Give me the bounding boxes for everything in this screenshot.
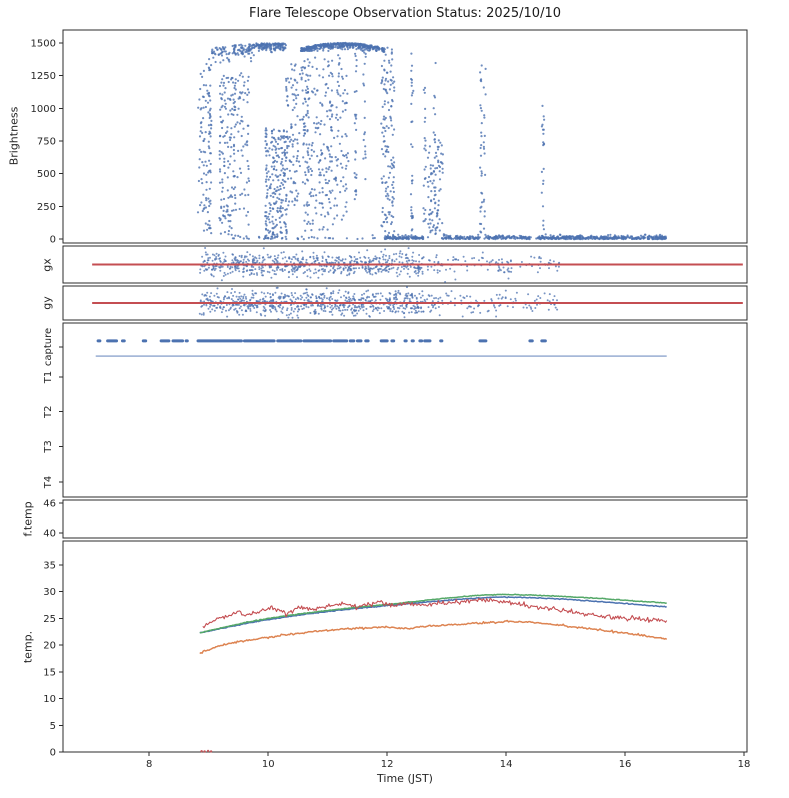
y-tick-label: 1000 (31, 104, 56, 115)
temp-orange-line (199, 619, 668, 655)
temp-red-line (202, 597, 668, 629)
temp-blue-line (199, 596, 667, 634)
panel-brightness: 0 250 500 750 1000 1250 1500 (31, 39, 668, 246)
x-tick-label: 10 (262, 759, 275, 770)
x-axis-label: Time (JST) (377, 772, 433, 785)
y-tick-label: 35 (43, 561, 56, 572)
capture-tick-label: capture (43, 328, 54, 366)
y-tick-label: 10 (43, 694, 56, 705)
capture-tick-label: T1 (43, 371, 54, 384)
y-axis-label-brightness: Brightness (7, 106, 21, 166)
y-axis-label-gy: gy (40, 296, 54, 310)
y-tick-label: 1250 (31, 71, 56, 82)
x-tick-label: 18 (738, 759, 751, 770)
panel-frames (62, 29, 748, 753)
chart-title: Flare Telescope Observation Status: 2025… (249, 6, 561, 21)
y-axis-label-temp: temp. (21, 630, 35, 664)
x-tick-label: 8 (146, 759, 152, 770)
y-tick-label: 250 (37, 202, 56, 213)
y-tick-label: 500 (37, 169, 56, 180)
y-tick-label: 750 (37, 137, 56, 148)
x-tick-label: 12 (381, 759, 394, 770)
y-axis-label-ftemp: f.temp (21, 501, 35, 537)
y-tick-label: 20 (43, 641, 56, 652)
y-tick-label: 46 (43, 499, 56, 510)
panel-ftemp: 46 40 (43, 499, 63, 540)
panel-capture: capture T1 T2 T3 T4 (43, 328, 667, 489)
y-tick-label: 25 (43, 614, 56, 625)
capture-tick-label: T4 (43, 476, 54, 489)
panel-gy (92, 286, 743, 321)
y-tick-label: 0 (50, 235, 56, 246)
y-tick-label: 15 (43, 667, 56, 678)
x-tick-label: 16 (619, 759, 632, 770)
panel-gx (92, 247, 743, 283)
capture-tick-label: T3 (43, 440, 54, 453)
capture-tick-label: T2 (43, 405, 54, 418)
y-tick-label: 30 (43, 587, 56, 598)
y-tick-label: 40 (43, 529, 56, 540)
y-axis-label-gx: gx (40, 258, 54, 272)
y-tick-label: 1500 (31, 39, 56, 50)
y-tick-label: 5 (50, 721, 56, 732)
panel-temp: 0 5 10 15 20 25 30 35 8 10 12 14 16 18 (43, 561, 750, 770)
x-tick-label: 14 (500, 759, 513, 770)
temp-green-line (199, 593, 667, 634)
y-tick-label: 0 (50, 748, 56, 759)
